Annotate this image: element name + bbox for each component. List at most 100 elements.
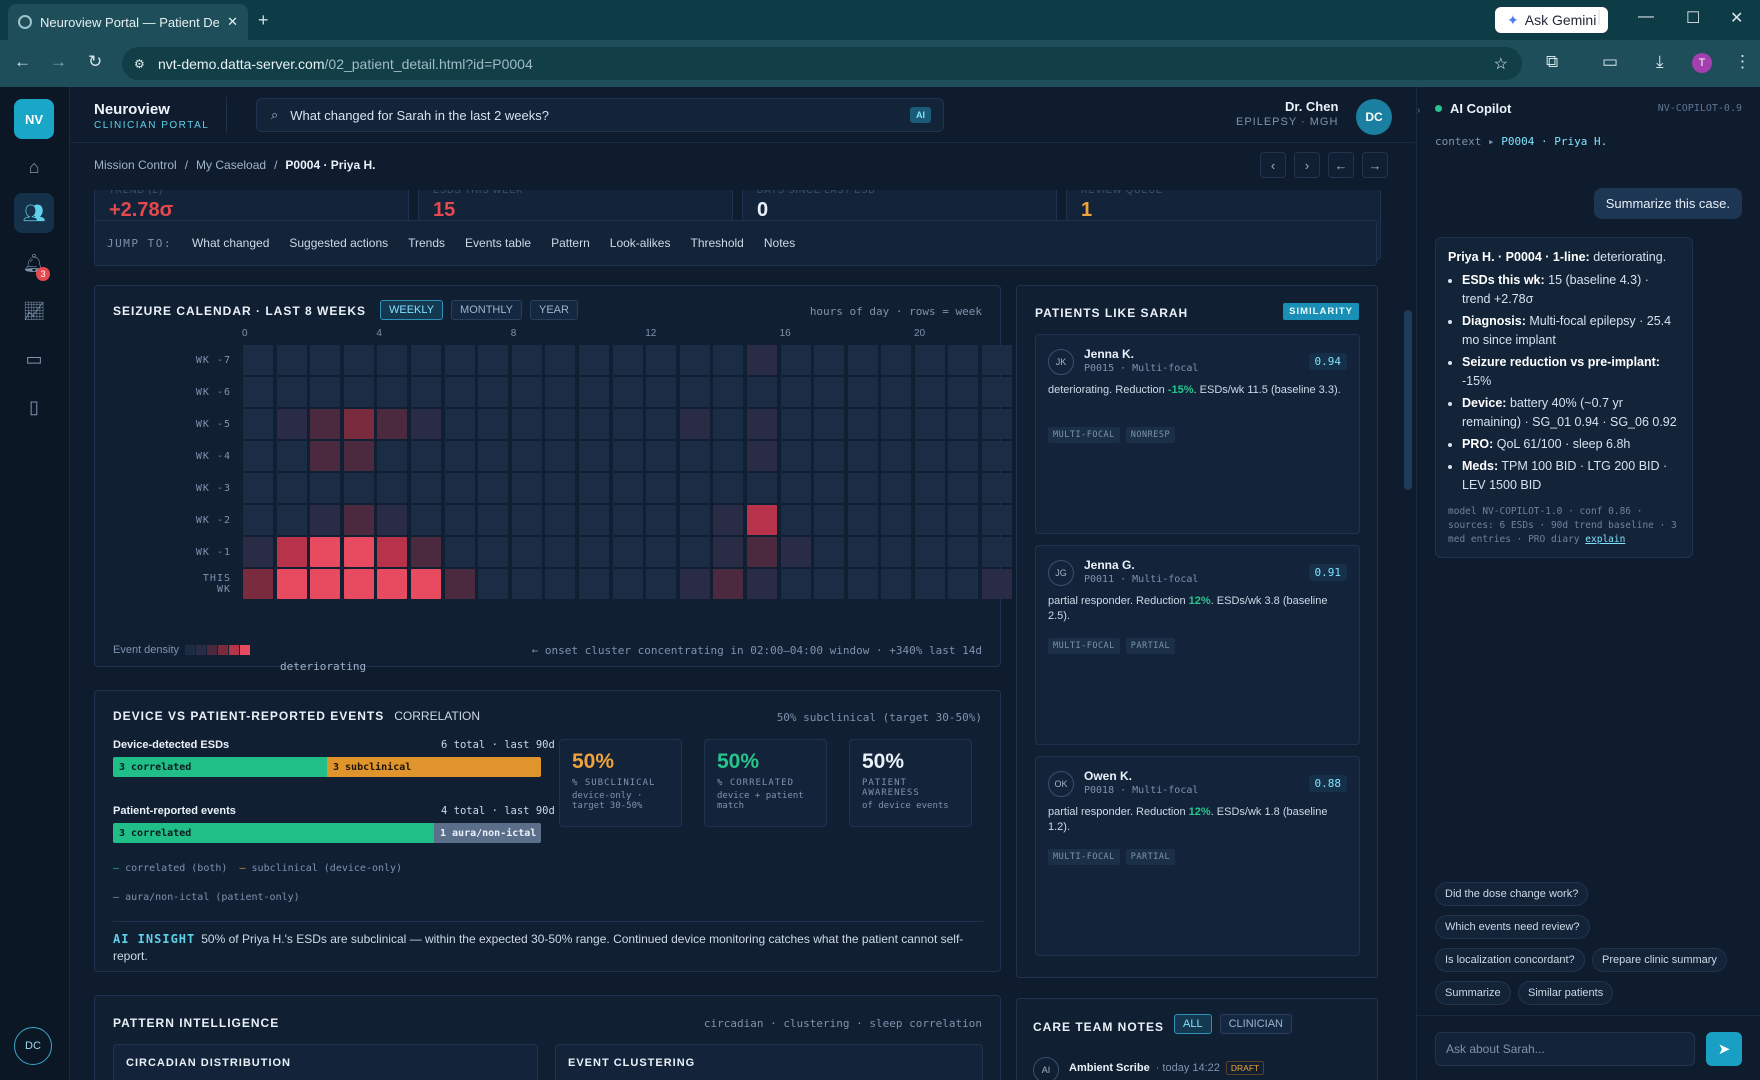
crumb-caseload[interactable]: My Caseload [196, 158, 267, 172]
heatmap-cell[interactable] [646, 377, 677, 407]
heatmap-cell[interactable] [746, 569, 777, 599]
heatmap-cell[interactable] [578, 569, 609, 599]
heatmap-cell[interactable] [276, 377, 307, 407]
heatmap-cell[interactable] [410, 569, 441, 599]
heatmap-cell[interactable] [646, 441, 677, 471]
heatmap-cell[interactable] [679, 377, 710, 407]
user-avatar[interactable]: DC [14, 1027, 52, 1065]
heatmap-cell[interactable] [444, 441, 475, 471]
prev-patient-icon[interactable]: ← [1328, 152, 1354, 178]
similar-patient-card[interactable]: JK Jenna K. P0015 · Multi-focal 0.94 deterio… [1035, 334, 1360, 534]
home-icon[interactable]: ⌂ [28, 156, 40, 177]
heatmap-cell[interactable] [578, 441, 609, 471]
heatmap-cell[interactable] [545, 473, 576, 503]
heatmap-cell[interactable] [679, 505, 710, 535]
jump-threshold[interactable]: Threshold [690, 236, 744, 250]
heatmap-cell[interactable] [545, 377, 576, 407]
mode-weekly[interactable]: WEEKLY [380, 300, 444, 320]
suggestion-chip[interactable]: Did the dose change work? [1435, 882, 1589, 906]
ask-gemini-button[interactable]: ✦ Ask Gemini [1495, 7, 1609, 33]
cast-icon[interactable]: ▭ [1602, 52, 1619, 71]
close-window-button[interactable]: ✕ [1730, 10, 1744, 27]
heatmap-cell[interactable] [948, 441, 979, 471]
heatmap-cell[interactable] [679, 569, 710, 599]
heatmap-cell[interactable] [612, 409, 643, 439]
heatmap-cell[interactable] [243, 473, 273, 503]
heatmap-cell[interactable] [377, 537, 408, 567]
heatmap-cell[interactable] [814, 441, 845, 471]
heatmap-cell[interactable] [343, 473, 374, 503]
heatmap-cell[interactable] [847, 441, 878, 471]
heatmap-cell[interactable] [478, 505, 509, 535]
heatmap-cell[interactable] [612, 537, 643, 567]
heatmap-cell[interactable] [276, 441, 307, 471]
heatmap-cell[interactable] [545, 441, 576, 471]
bookmark-star-icon[interactable]: ☆ [1493, 55, 1508, 73]
heatmap-cell[interactable] [511, 377, 542, 407]
heatmap-cell[interactable] [847, 345, 878, 375]
heatmap-cell[interactable] [511, 441, 542, 471]
heatmap-cell[interactable] [746, 441, 777, 471]
heatmap-cell[interactable] [982, 377, 1013, 407]
heatmap-cell[interactable] [377, 409, 408, 439]
heatmap-cell[interactable] [545, 505, 576, 535]
heatmap-cell[interactable] [612, 345, 643, 375]
heatmap-cell[interactable] [982, 345, 1013, 375]
suggestion-chip[interactable]: Which events need review? [1435, 915, 1590, 939]
heatmap-cell[interactable] [478, 377, 509, 407]
heatmap-cell[interactable] [646, 537, 677, 567]
heatmap-cell[interactable] [780, 569, 811, 599]
heatmap-cell[interactable] [646, 473, 677, 503]
heatmap-cell[interactable] [646, 409, 677, 439]
heatmap-cell[interactable] [310, 505, 341, 535]
heatmap-cell[interactable] [243, 537, 273, 567]
heatmap-cell[interactable] [310, 473, 341, 503]
maximize-button[interactable]: ☐ [1686, 10, 1701, 27]
heatmap-cell[interactable] [847, 409, 878, 439]
heatmap-cell[interactable] [310, 409, 341, 439]
heatmap-cell[interactable] [478, 441, 509, 471]
jump-trends[interactable]: Trends [408, 236, 446, 250]
heatmap-cell[interactable] [578, 345, 609, 375]
heatmap-cell[interactable] [612, 569, 643, 599]
heatmap-cell[interactable] [713, 409, 744, 439]
patients-icon[interactable]: 👥︎ [14, 193, 54, 233]
prev-icon[interactable]: ‹ [1260, 152, 1286, 178]
heatmap-cell[interactable] [377, 345, 408, 375]
heatmap-cell[interactable] [343, 569, 374, 599]
send-icon[interactable]: ➤ [1706, 1032, 1742, 1066]
heatmap-cell[interactable] [982, 409, 1013, 439]
heatmap-cell[interactable] [410, 409, 441, 439]
heatmap-cell[interactable] [276, 569, 307, 599]
heatmap-cell[interactable] [343, 409, 374, 439]
heatmap-cell[interactable] [713, 441, 744, 471]
filter-all[interactable]: ALL [1174, 1014, 1212, 1034]
heatmap-cell[interactable] [780, 537, 811, 567]
heatmap-cell[interactable] [881, 409, 912, 439]
heatmap-cell[interactable] [478, 345, 509, 375]
heatmap-cell[interactable] [444, 409, 475, 439]
heatmap-cell[interactable] [914, 473, 945, 503]
heatmap-cell[interactable] [914, 537, 945, 567]
heatmap-cell[interactable] [914, 377, 945, 407]
heatmap-cell[interactable] [814, 377, 845, 407]
heatmap-cell[interactable] [982, 569, 1013, 599]
heatmap-cell[interactable] [578, 409, 609, 439]
heatmap-cell[interactable] [814, 473, 845, 503]
heatmap-cell[interactable] [746, 409, 777, 439]
heatmap-cell[interactable] [377, 473, 408, 503]
heatmap-cell[interactable] [511, 409, 542, 439]
heatmap-cell[interactable] [310, 569, 341, 599]
heatmap-cell[interactable] [713, 473, 744, 503]
heatmap-cell[interactable] [713, 505, 744, 535]
heatmap-cell[interactable] [780, 505, 811, 535]
heatmap-cell[interactable] [545, 569, 576, 599]
heatmap-cell[interactable] [578, 473, 609, 503]
heatmap-cell[interactable] [914, 569, 945, 599]
heatmap-cell[interactable] [410, 473, 441, 503]
heatmap-cell[interactable] [847, 569, 878, 599]
doctor-avatar[interactable]: DC [1356, 99, 1392, 135]
heatmap-cell[interactable] [410, 345, 441, 375]
heatmap-cell[interactable] [478, 473, 509, 503]
heatmap-cell[interactable] [343, 441, 374, 471]
